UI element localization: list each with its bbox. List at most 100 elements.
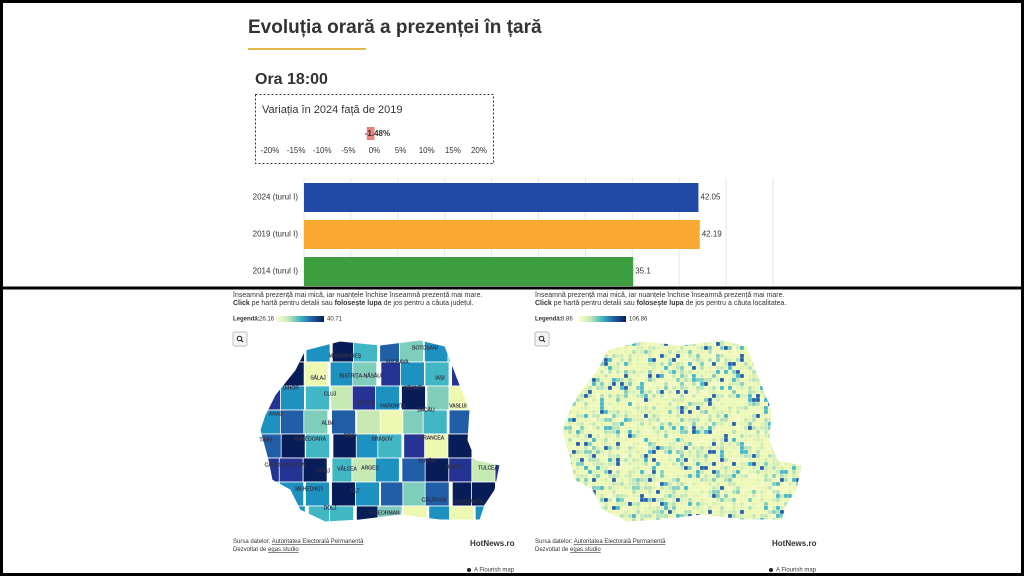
map-region <box>659 381 665 387</box>
map-region <box>715 377 721 383</box>
map-region <box>683 357 689 363</box>
map-region <box>791 465 797 471</box>
map-region <box>595 401 601 407</box>
map-region <box>719 365 725 371</box>
map-region <box>647 485 653 491</box>
map-region <box>639 441 645 447</box>
map-region <box>747 381 753 387</box>
map-region <box>695 405 701 411</box>
dev-link[interactable]: egas.studio <box>570 547 601 553</box>
map-region <box>643 381 649 387</box>
map-region <box>663 429 669 435</box>
credit[interactable]: A Flourish map <box>474 568 515 574</box>
map-region <box>377 433 403 459</box>
map-region <box>755 465 761 471</box>
map-region <box>639 405 645 411</box>
x-tick-label: -10% <box>313 146 332 155</box>
source-link[interactable]: Autoritatea Electorală Permanentă <box>272 539 364 545</box>
map-region <box>611 453 617 459</box>
map-region <box>607 453 613 459</box>
map-region <box>651 401 657 407</box>
map-region <box>683 353 689 359</box>
map-region <box>667 489 673 495</box>
map-region <box>691 481 697 487</box>
map-region <box>615 469 621 475</box>
map-region <box>723 345 729 351</box>
map-region <box>587 389 593 395</box>
map-region <box>691 485 697 491</box>
map-region <box>695 357 701 363</box>
source-link[interactable]: Autoritatea Electorală Permanentă <box>574 539 666 545</box>
map-region <box>687 473 693 479</box>
map-region <box>735 481 741 487</box>
map-region <box>711 373 717 379</box>
map-region <box>607 437 613 443</box>
map-region <box>747 421 753 427</box>
map-region <box>631 421 637 427</box>
map-region <box>647 353 653 359</box>
map-region <box>575 409 581 415</box>
map-region <box>663 433 669 439</box>
map-region <box>647 461 653 467</box>
map-region <box>699 465 705 471</box>
map-region <box>711 413 717 419</box>
map-region <box>655 473 661 479</box>
map-region <box>731 485 737 491</box>
map-region <box>711 377 717 383</box>
map-region <box>607 361 613 367</box>
search-button[interactable] <box>534 331 550 347</box>
map-region <box>683 505 689 511</box>
map-region <box>643 473 649 479</box>
map-region <box>679 497 685 503</box>
map-region <box>635 509 641 515</box>
map-region <box>723 401 729 407</box>
map-region <box>783 489 789 495</box>
map-region <box>719 393 725 399</box>
map-region <box>679 381 685 387</box>
map-region <box>723 473 729 479</box>
map-region <box>759 389 765 395</box>
map-region <box>627 461 633 467</box>
map-region <box>731 501 737 507</box>
map-region <box>711 509 717 515</box>
map-region <box>655 409 661 415</box>
map-region <box>739 505 745 511</box>
map-region <box>667 501 673 507</box>
map-region <box>699 425 705 431</box>
map-region <box>735 449 741 455</box>
map-region <box>583 449 589 455</box>
map-region <box>587 469 593 475</box>
map-region <box>587 393 593 399</box>
map-region <box>735 453 741 459</box>
map-region <box>639 381 645 387</box>
dev-link[interactable]: egas.studio <box>268 547 299 553</box>
map-region <box>711 345 717 351</box>
search-button[interactable] <box>232 331 248 347</box>
map-region <box>591 453 597 459</box>
map-region <box>723 385 729 391</box>
map-region <box>623 357 629 363</box>
map-region <box>647 505 653 511</box>
map-region <box>663 461 669 467</box>
variation-box <box>255 94 494 164</box>
map-region <box>791 481 797 487</box>
map-region <box>615 429 621 435</box>
map-region <box>583 461 589 467</box>
map-region <box>787 493 793 499</box>
map-region <box>575 433 581 439</box>
map-region <box>699 385 705 391</box>
credit[interactable]: A Flourish map <box>776 568 817 574</box>
map-region <box>751 409 757 415</box>
map-region <box>615 417 621 423</box>
source-label: Sursa datelor: <box>535 539 574 545</box>
map-region <box>767 501 773 507</box>
map-region <box>747 481 753 487</box>
map-region <box>631 425 637 431</box>
map-region <box>663 369 669 375</box>
map-region <box>379 409 405 435</box>
map-region <box>663 453 669 459</box>
map-region <box>595 409 601 415</box>
map-region <box>603 377 609 383</box>
map-region <box>735 485 741 491</box>
map-region <box>611 429 617 435</box>
